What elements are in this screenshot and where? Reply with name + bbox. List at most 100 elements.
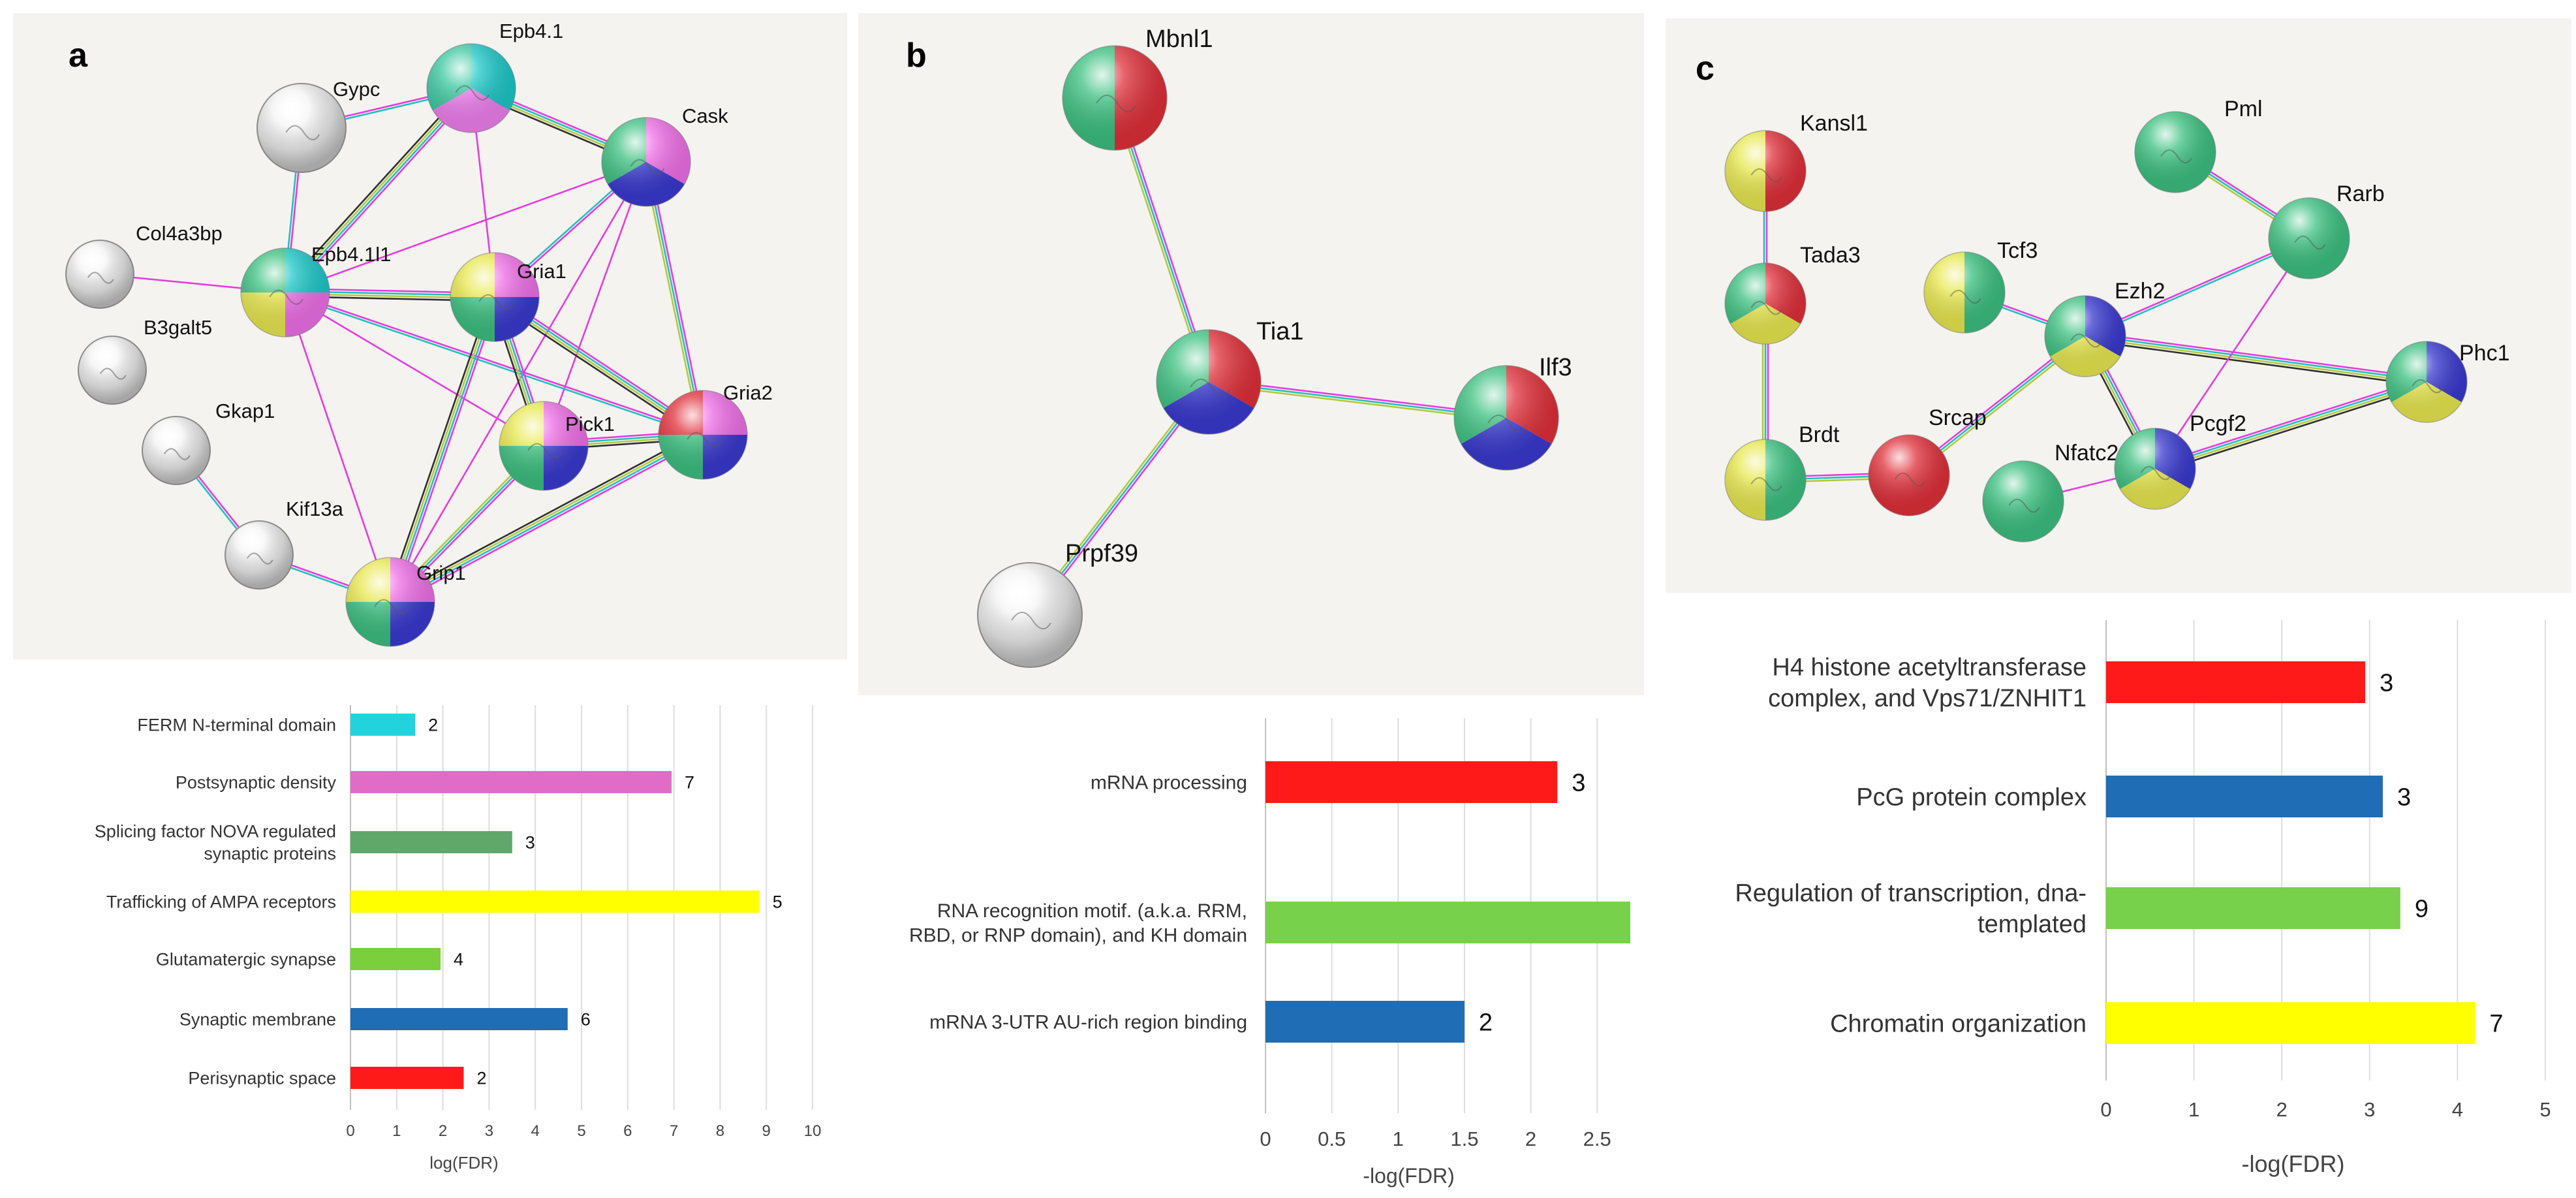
data-label: 7	[685, 772, 694, 792]
edge-cask-epb4-1l1	[285, 161, 647, 294]
x-tick-label: 0.5	[1318, 1127, 1346, 1150]
node-label-ezh2: Ezh2	[2115, 279, 2165, 304]
node-label-tcf3: Tcf3	[1997, 238, 2038, 263]
bar-rna-recognition-motif-a-k-a-rrm-rbd-or-rnp-domain-and-kh-domain	[1265, 902, 1630, 943]
node-rarb[interactable]: Rarb	[2268, 181, 2385, 279]
bar-h4-histone-acetyltransferase-complex-and-vps71-znhit1	[2106, 661, 2366, 703]
node-label-nfatc2: Nfatc2	[2055, 441, 2118, 465]
category-label: Synaptic membrane	[179, 1009, 336, 1029]
bar-glutamatergic-synapse	[350, 948, 441, 970]
node-label-kansl1: Kansl1	[1800, 111, 1868, 136]
x-tick-label: 6	[623, 1122, 632, 1140]
bar-regulation-of-transcription-dna-templated	[2106, 887, 2400, 929]
data-label: 3	[2397, 783, 2411, 811]
node-tcf3[interactable]: Tcf3	[1923, 238, 2038, 334]
bar-chart-c: 0 1 2 3 4 5 3 H4 histone acetyltransferase compl…	[1735, 620, 2551, 1177]
x-tick-label: 1	[1393, 1127, 1404, 1150]
x-tick-label: 9	[762, 1122, 771, 1140]
x-tick-label: 0	[1260, 1127, 1271, 1150]
bar-perisynaptic-space	[350, 1067, 464, 1089]
edge-cask-gria2	[642, 161, 707, 436]
category-label: mRNA 3-UTR AU-rich region binding	[929, 1012, 1247, 1033]
bar-mrna-3-utr-au-rich-region-binding	[1265, 1001, 1465, 1043]
node-gria2[interactable]: Gria2	[658, 381, 773, 480]
node-kansl1[interactable]: Kansl1	[1724, 111, 1868, 212]
node-label-gypc: Gypc	[333, 78, 380, 101]
node-epb4-1l1[interactable]: Epb4.1l1	[240, 243, 391, 338]
bar-mrna-processing	[1265, 761, 1558, 803]
node-col4a3bp[interactable]: Col4a3bp	[65, 222, 223, 309]
node-prpf39[interactable]: Prpf39	[977, 540, 1138, 668]
edge-ezh2-phc1	[2085, 331, 2427, 387]
network-c-nodes: Kansl1 Pml Tada3 Rarb Tcf3 Ezh2 Phc1 Brdt Srcap N…	[1724, 97, 2510, 543]
x-axis-label: -log(FDR)	[2242, 1150, 2345, 1177]
node-epb4-1[interactable]: Epb4.1	[426, 20, 563, 133]
node-pick1[interactable]: Pick1	[499, 401, 615, 491]
x-tick-label: 2.5	[1583, 1127, 1611, 1150]
node-label-kif13a: Kif13a	[286, 497, 344, 520]
node-label-phc1: Phc1	[2459, 341, 2510, 366]
category-label: Glutamatergic synapse	[156, 949, 336, 969]
category-label: Regulation of transcription, dna-templat…	[1735, 880, 2087, 939]
category-label: Chromatin organization	[1830, 1010, 2087, 1037]
data-label: 3	[1572, 769, 1585, 796]
node-label-col4a3bp: Col4a3bp	[136, 222, 223, 245]
x-tick-label: 10	[804, 1122, 822, 1140]
node-ezh2[interactable]: Ezh2	[2044, 279, 2165, 377]
node-label-epb4-1l1: Epb4.1l1	[311, 243, 391, 266]
node-mbnl1[interactable]: Mbnl1	[1062, 25, 1213, 151]
node-grip1[interactable]: Grip1	[345, 557, 466, 647]
category-label: H4 histone acetyltransferase complex, and…	[1768, 654, 2087, 713]
bar-chart-a: 0 1 2 3 4 5 6 7 8 9 10 2 FERM N-terminal domain 7 Post…	[95, 705, 822, 1173]
x-tick-label: 1	[392, 1122, 401, 1140]
edge-gria1-grip1	[386, 295, 499, 604]
node-brdt[interactable]: Brdt	[1724, 422, 1840, 521]
panel-letter-c: c	[1696, 50, 1715, 87]
x-axis-label: -log(FDR)	[1363, 1164, 1454, 1188]
node-b3galt5[interactable]: B3galt5	[78, 316, 212, 405]
edge-epb4-1l1-gria2	[284, 290, 704, 437]
node-ilf3[interactable]: Ilf3	[1453, 354, 1572, 471]
network-a-nodes: Epb4.1 Gypc Cask Col4a3bp Epb4.1l1 B3galt5 Gri…	[65, 20, 773, 647]
category-label: PcG protein complex	[1856, 783, 2087, 811]
category-label: mRNA processing	[1091, 772, 1247, 794]
bar-postsynaptic-density	[350, 771, 672, 793]
x-axis-label: log(FDR)	[429, 1153, 498, 1173]
node-label-pml: Pml	[2224, 97, 2263, 121]
node-phc1[interactable]: Phc1	[2385, 341, 2510, 423]
node-label-tada3: Tada3	[1800, 243, 1861, 268]
node-gkap1[interactable]: Gkap1	[142, 400, 275, 485]
edge-epb4-1l1-pick1	[285, 291, 544, 447]
node-label-tia1: Tia1	[1256, 318, 1304, 345]
node-label-epb4-1: Epb4.1	[499, 20, 563, 42]
x-tick-label: 2	[2276, 1098, 2288, 1121]
node-label-gria2: Gria2	[723, 381, 773, 404]
bar-splicing-factor-nova-regulated-synaptic-proteins	[350, 831, 512, 853]
category-label: Trafficking of AMPA receptors	[106, 892, 336, 911]
x-tick-label: 3	[2364, 1098, 2375, 1121]
node-label-pcgf2: Pcgf2	[2190, 411, 2246, 436]
node-gypc[interactable]: Gypc	[256, 78, 380, 173]
data-label: 3	[2380, 669, 2393, 697]
node-label-rarb: Rarb	[2336, 181, 2385, 206]
x-tick-label: 1.5	[1450, 1127, 1478, 1150]
data-label: 4	[454, 949, 463, 969]
node-pcgf2[interactable]: Pcgf2	[2114, 411, 2246, 510]
panel-letter-b: b	[906, 37, 927, 74]
node-label-gkap1: Gkap1	[215, 400, 275, 422]
node-tia1[interactable]: Tia1	[1156, 318, 1304, 435]
bar-ferm-n-terminal-domain	[350, 714, 416, 736]
node-gria1[interactable]: Gria1	[450, 252, 566, 342]
data-label: 7	[2489, 1010, 2503, 1037]
node-cask[interactable]: Cask	[601, 104, 728, 207]
panel-c-network-bg	[1666, 18, 2571, 593]
node-kif13a[interactable]: Kif13a	[225, 497, 344, 590]
node-pml[interactable]: Pml	[2134, 97, 2263, 193]
edge-gria2-grip1	[388, 430, 706, 607]
node-srcap[interactable]: Srcap	[1868, 405, 1987, 516]
node-tada3[interactable]: Tada3	[1724, 243, 1861, 345]
x-tick-label: 0	[346, 1122, 354, 1140]
bar-synaptic-membrane	[350, 1008, 568, 1030]
node-nfatc2[interactable]: Nfatc2	[1982, 441, 2118, 543]
